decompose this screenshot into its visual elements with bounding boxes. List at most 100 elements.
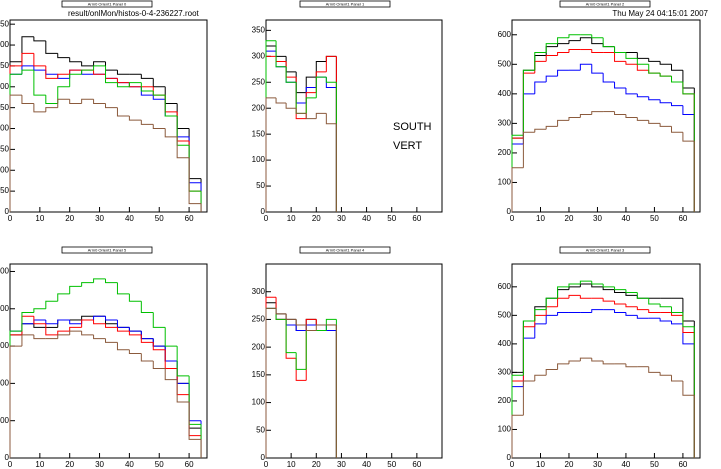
histogram-step bbox=[522, 69, 535, 139]
y-tick-label: 400 bbox=[0, 304, 10, 313]
histogram-step bbox=[105, 103, 118, 109]
y-tick-label: 200 bbox=[252, 342, 266, 351]
histogram-step bbox=[152, 338, 166, 347]
histogram-step bbox=[325, 55, 337, 72]
histogram-step bbox=[285, 313, 297, 320]
x-tick-label: 40 bbox=[362, 460, 371, 469]
histogram-step bbox=[682, 82, 695, 95]
y-tick-label: 300 bbox=[498, 118, 512, 127]
histogram-step bbox=[682, 315, 695, 333]
histogram-step bbox=[315, 112, 327, 119]
y-tick-label: 150 bbox=[0, 145, 10, 154]
histogram-step bbox=[176, 136, 190, 159]
histogram-step bbox=[557, 43, 569, 47]
x-tick-label: 0 bbox=[8, 460, 13, 469]
x-tick-label: 40 bbox=[362, 214, 371, 223]
histogram-step bbox=[164, 349, 178, 369]
histogram-step bbox=[21, 312, 34, 332]
histogram-step bbox=[265, 97, 277, 212]
histogram-step bbox=[128, 327, 142, 332]
histogram-step bbox=[69, 73, 82, 87]
x-tick-label: 50 bbox=[155, 460, 164, 469]
histogram-step bbox=[152, 338, 166, 347]
histogram-step bbox=[116, 82, 130, 88]
histogram-step bbox=[614, 301, 626, 305]
y-tick-label: 600 bbox=[498, 30, 512, 39]
histogram-step bbox=[648, 64, 661, 74]
histogram-step bbox=[105, 65, 118, 84]
histogram-step bbox=[33, 334, 46, 340]
histogram-step bbox=[116, 78, 130, 84]
histogram-step bbox=[265, 307, 277, 458]
histogram-step bbox=[265, 307, 277, 458]
title-box bbox=[61, 246, 153, 254]
y-tick-label: 50 bbox=[256, 181, 265, 190]
histogram-step bbox=[557, 51, 569, 56]
histogram-step bbox=[81, 331, 94, 336]
x-tick-label: 20 bbox=[65, 214, 74, 223]
panel-title: Arm0 Orient1 Panel 4 bbox=[326, 247, 365, 252]
y-tick-label: 100 bbox=[498, 425, 512, 434]
histogram-step bbox=[21, 323, 34, 335]
histogram-step bbox=[579, 63, 592, 71]
histogram-step bbox=[579, 37, 592, 41]
histogram-step bbox=[522, 320, 535, 373]
histogram-step bbox=[545, 43, 558, 53]
y-tick-label: 0 bbox=[261, 207, 266, 216]
histogram-step bbox=[614, 82, 626, 89]
annotation: VERT bbox=[393, 140, 422, 152]
histogram-step bbox=[285, 61, 297, 78]
histogram-step bbox=[636, 306, 649, 311]
histogram-step bbox=[545, 75, 558, 83]
histogram-step bbox=[522, 69, 535, 136]
title-box bbox=[559, 0, 651, 8]
x-tick-label: 40 bbox=[125, 214, 134, 223]
histogram-step bbox=[315, 319, 327, 326]
histogram-step bbox=[176, 103, 190, 130]
histogram-step bbox=[33, 316, 46, 325]
y-tick-label: 100 bbox=[252, 155, 266, 164]
histogram-step bbox=[511, 167, 524, 212]
histogram-step bbox=[545, 369, 558, 376]
histogram-step bbox=[305, 92, 317, 119]
histogram-step bbox=[128, 327, 142, 332]
histogram-step bbox=[152, 342, 166, 351]
histogram-step bbox=[671, 76, 683, 83]
histogram-step bbox=[9, 65, 22, 212]
histogram-step bbox=[93, 61, 106, 66]
panel-title: Arm0 Orient1 Panel 1 bbox=[326, 1, 365, 6]
histogram-step bbox=[325, 113, 337, 125]
date-label: Thu May 24 04:15:01 2007 bbox=[612, 9, 708, 18]
histogram-step bbox=[568, 49, 581, 53]
x-tick-label: 0 bbox=[510, 214, 515, 223]
histogram-step bbox=[636, 64, 649, 71]
x-tick-label: 30 bbox=[95, 214, 104, 223]
frame bbox=[511, 19, 701, 213]
histogram-step bbox=[545, 314, 558, 324]
histogram-step bbox=[325, 77, 337, 83]
histogram-step bbox=[659, 61, 672, 65]
frame bbox=[511, 263, 701, 459]
y-tick-label: 50 bbox=[256, 425, 265, 434]
histogram-step bbox=[140, 301, 154, 313]
x-tick-label: 60 bbox=[678, 460, 687, 469]
histogram-step bbox=[671, 321, 683, 325]
histogram-step bbox=[152, 90, 166, 96]
histogram-step bbox=[591, 283, 604, 288]
histogram-step bbox=[568, 360, 581, 364]
histogram-step bbox=[682, 312, 695, 328]
panel-title: Arm0 Orient1 Panel 3 bbox=[586, 247, 625, 252]
histogram-step bbox=[625, 292, 638, 296]
histogram-step bbox=[557, 37, 569, 44]
histogram-step bbox=[275, 308, 287, 315]
x-tick-label: 50 bbox=[387, 460, 396, 469]
histogram-step bbox=[682, 70, 695, 89]
y-tick-label: 0 bbox=[507, 453, 512, 462]
histogram-step bbox=[557, 119, 569, 127]
histogram-step bbox=[614, 309, 626, 313]
x-tick-label: 10 bbox=[536, 460, 545, 469]
histogram-step bbox=[140, 120, 154, 125]
histogram-step bbox=[81, 319, 94, 324]
histogram-step bbox=[57, 98, 70, 108]
